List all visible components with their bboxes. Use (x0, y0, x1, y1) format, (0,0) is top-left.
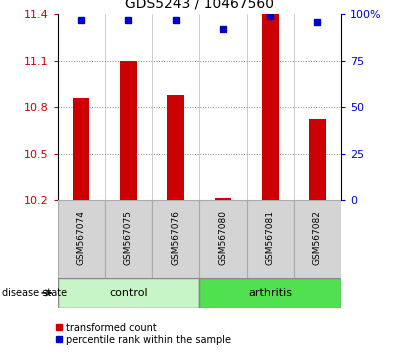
Bar (294, 200, 341, 278)
Bar (309, 119, 326, 200)
Text: GSM567080: GSM567080 (219, 210, 227, 265)
Text: GSM567082: GSM567082 (313, 210, 322, 265)
Text: control: control (109, 288, 148, 298)
Title: GDS5243 / 10467560: GDS5243 / 10467560 (125, 0, 274, 10)
Bar (262, 14, 279, 200)
Bar (58, 200, 105, 278)
Bar (247, 200, 294, 278)
Bar (152, 200, 199, 278)
Bar (215, 199, 231, 200)
Text: GSM567076: GSM567076 (171, 210, 180, 265)
Text: GSM567081: GSM567081 (266, 210, 275, 265)
Text: disease state: disease state (2, 288, 67, 298)
Bar (58, 278, 199, 308)
Text: GSM567075: GSM567075 (124, 210, 133, 265)
Bar (73, 98, 90, 200)
Bar (167, 95, 184, 200)
Bar (199, 278, 341, 308)
Text: GSM567074: GSM567074 (77, 210, 85, 265)
Text: arthritis: arthritis (248, 288, 292, 298)
Bar (199, 200, 247, 278)
Bar (105, 200, 152, 278)
Legend: transformed count, percentile rank within the sample: transformed count, percentile rank withi… (54, 322, 232, 346)
Bar (120, 61, 137, 200)
